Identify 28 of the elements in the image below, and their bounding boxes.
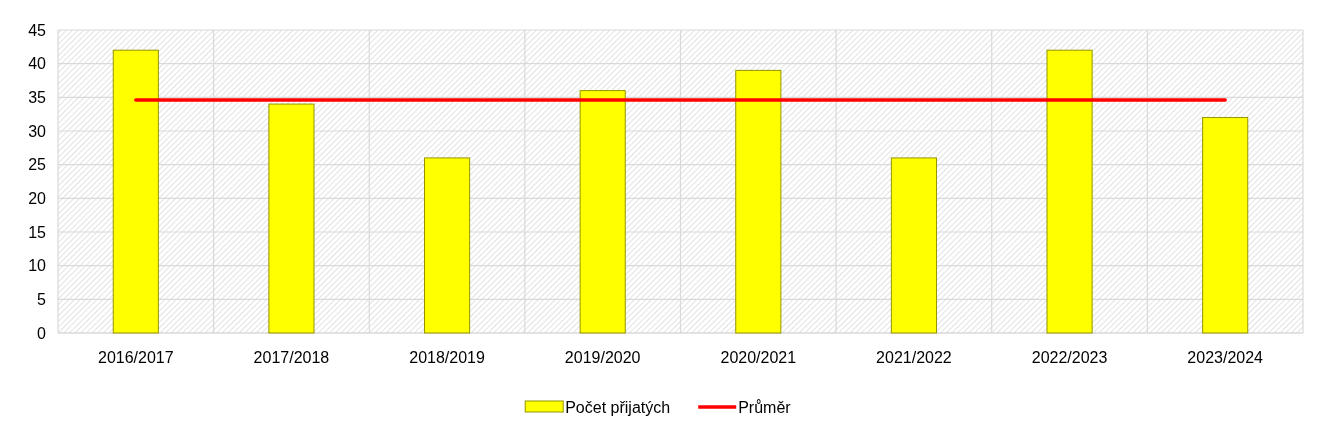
y-tick-label: 40 <box>28 55 47 73</box>
x-tick-label: 2017/2018 <box>253 349 330 366</box>
bar <box>579 90 626 334</box>
x-tick-label: 2021/2022 <box>876 349 952 366</box>
x-tick-label: 2023/2024 <box>1187 349 1264 366</box>
y-tick-label: 5 <box>37 290 47 308</box>
y-tick-label: 20 <box>28 189 47 207</box>
bar <box>112 49 159 334</box>
y-tick-label: 0 <box>37 324 47 342</box>
y-tick-label: 10 <box>28 257 47 275</box>
bar <box>268 103 315 334</box>
bar <box>1202 117 1249 334</box>
x-tick-label: 2018/2019 <box>409 349 485 366</box>
y-tick-label: 30 <box>28 122 47 140</box>
legend-label: Průměr <box>738 399 792 416</box>
x-tick-label: 2022/2023 <box>1031 349 1108 366</box>
bar <box>890 157 937 334</box>
y-tick-label: 15 <box>28 223 47 241</box>
x-tick-label: 2020/2021 <box>720 349 797 366</box>
bar <box>735 69 782 334</box>
y-tick-label: 45 <box>28 21 47 39</box>
y-tick-label: 35 <box>28 88 47 106</box>
y-tick-label: 25 <box>28 156 47 174</box>
bar <box>1046 49 1093 334</box>
x-tick-label: 2016/2017 <box>97 349 174 366</box>
bar <box>424 157 471 334</box>
legend-label: Počet přijatých <box>565 399 671 416</box>
x-tick-label: 2019/2020 <box>564 349 641 366</box>
